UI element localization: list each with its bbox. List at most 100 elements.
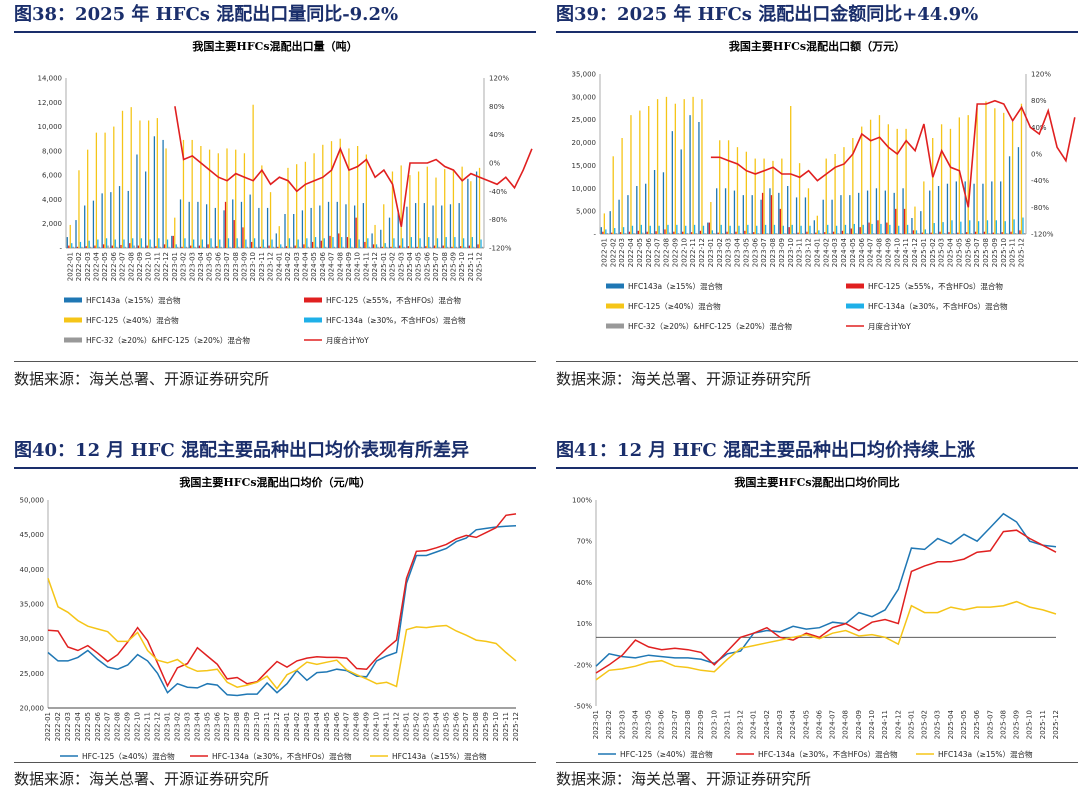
bar-hfc32 [124,246,127,248]
bar-hfc125_55 [815,232,817,234]
bar-hfc32 [864,233,866,234]
bar-hfc125_55 [690,232,693,234]
bar-hfc125_55 [708,222,710,234]
y2-tick-label: 80% [489,103,505,111]
bar-hfc125_40 [923,181,925,234]
bar-hfc134a [454,237,456,248]
bar-hfc125_55 [974,231,977,234]
bar-hfc125_55 [957,232,959,234]
bar-hfc32 [359,246,362,248]
bar-hfc134a [132,238,134,248]
x-tick-label: 2025-09 [991,238,999,267]
x-tick-label: 2023-02 [180,252,188,281]
bar-hfc143a [849,195,851,234]
bar-hfc134a [933,223,935,234]
bar-hfc125_40 [461,166,463,248]
x-tick-label: 2022-09 [124,712,132,741]
source-divider [556,361,1078,362]
figure-40-title: 图40：12 月 HFC 混配主要品种出口均价表现有所差异 [14,440,470,461]
x-tick-label: 2025-05 [442,712,450,741]
legend-swatch-hfc143a [64,297,82,303]
y-tick-label: 50,000 [20,497,45,505]
bar-hfc32 [668,232,671,234]
bar-hfc134a [158,238,160,248]
legend-swatch-hfc143a [606,283,624,289]
x-tick-label: 2024-07 [829,710,837,739]
series-line-hfc125_55 [595,529,1057,674]
x-tick-label: 2025-12 [512,712,520,741]
x-tick-label: 2024-12 [911,238,919,267]
bar-hfc32 [970,233,972,234]
bar-hfc32 [828,233,830,234]
y-tick-label: 12,000 [38,99,63,107]
x-tick-label: 2025-09 [450,252,458,281]
x-tick-label: 2023-01 [592,710,600,739]
bar-hfc125_40 [905,128,907,234]
x-tick-label: 2025-06 [452,711,460,741]
y-tick-label: 25,000 [572,116,597,124]
y-tick-label: - [59,245,62,253]
x-tick-label: 2023-11 [796,238,804,267]
bar-hfc32 [412,246,414,248]
yoy-line [174,106,533,227]
bar-hfc32 [872,233,875,234]
x-tick-label: 2024-07 [343,712,351,741]
bar-hfc134a [853,223,856,234]
y-tick-label: 20,000 [572,139,597,147]
legend-label: HFC-134a（≥30%，不含HFOs）混合物 [212,751,352,760]
bar-hfc134a [306,238,308,248]
bar-hfc32 [748,233,751,234]
bar-hfc32 [899,233,901,234]
x-tick-label: 2024-04 [840,237,848,267]
bar-hfc143a [609,211,611,234]
bar-hfc143a [310,207,312,248]
bar-hfc134a [384,243,386,248]
bar-hfc134a [428,237,430,248]
bar-hfc134a [649,225,651,234]
bar-hfc125_40 [130,107,132,249]
x-tick-label: 2024-11 [881,710,889,739]
bar-hfc134a [271,239,273,248]
x-tick-label: 2024-12 [894,710,902,739]
bar-hfc32 [98,246,100,248]
bar-hfc125_40 [861,126,863,234]
x-tick-label: 2023-09 [243,712,251,741]
bar-hfc125_55 [137,245,140,248]
bar-hfc125_40 [710,202,712,234]
x-tick-label: 2025-03 [422,712,430,741]
bar-hfc125_55 [797,232,799,234]
bar-hfc125_40 [121,110,124,249]
legend-label: HFC-32（≥20%）&HFC-125（≥20%）混合物 [86,335,250,345]
bar-hfc125_55 [912,230,915,234]
source-divider [556,762,1078,763]
bar-hfc32 [757,233,759,234]
bar-hfc143a [345,204,347,248]
bar-hfc125_40 [383,204,385,248]
bar-hfc134a [685,225,687,234]
bar-hfc32 [473,246,475,248]
bar-hfc134a [349,238,352,248]
bar-hfc32 [403,246,405,248]
bar-hfc134a [871,223,873,234]
bar-hfc134a [791,224,793,234]
y-tick-label: 30,000 [20,635,45,643]
bar-hfc125_40 [914,206,916,234]
x-tick-label: 2025-02 [921,710,929,739]
y-tick-label: -50% [574,703,592,711]
bar-hfc125_55 [416,246,418,248]
bar-hfc134a [756,225,758,234]
x-tick-label: 2022-01 [66,252,74,281]
x-tick-label: 2023-09 [241,252,249,281]
y-tick-label: 25,000 [20,670,45,678]
x-tick-label: 2022-09 [136,252,144,281]
bar-hfc134a [702,225,705,234]
bar-hfc32 [801,233,804,234]
x-tick-label: 2024-11 [383,712,391,741]
bar-hfc125_55 [753,232,755,234]
title-underline [14,467,536,469]
bar-hfc134a [201,239,203,248]
x-tick-label: 2025-10 [492,712,500,741]
bar-hfc32 [133,245,135,248]
x-tick-label: 2023-05 [645,710,653,739]
y2-tick-label: 80% [1031,97,1047,105]
